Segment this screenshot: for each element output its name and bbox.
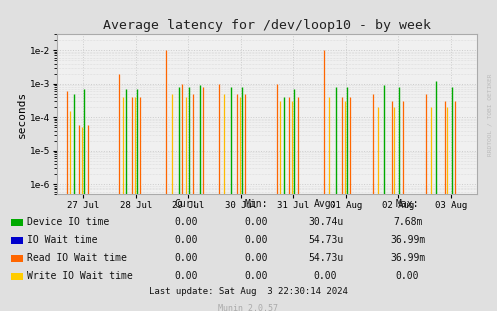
Text: 54.73u: 54.73u xyxy=(308,235,343,245)
Text: 54.73u: 54.73u xyxy=(308,253,343,263)
Text: Max:: Max: xyxy=(396,199,419,209)
Text: Last update: Sat Aug  3 22:30:14 2024: Last update: Sat Aug 3 22:30:14 2024 xyxy=(149,287,348,296)
Text: Min:: Min: xyxy=(244,199,268,209)
Text: 30.74u: 30.74u xyxy=(308,217,343,227)
Text: Read IO Wait time: Read IO Wait time xyxy=(27,253,127,263)
Text: Cur:: Cur: xyxy=(174,199,198,209)
Text: Munin 2.0.57: Munin 2.0.57 xyxy=(219,304,278,311)
Text: 0.00: 0.00 xyxy=(244,217,268,227)
Text: Avg:: Avg: xyxy=(314,199,337,209)
Text: 0.00: 0.00 xyxy=(174,235,198,245)
Text: 0.00: 0.00 xyxy=(396,272,419,281)
Text: IO Wait time: IO Wait time xyxy=(27,235,98,245)
Y-axis label: seconds: seconds xyxy=(17,91,27,138)
Text: 7.68m: 7.68m xyxy=(393,217,422,227)
Text: 0.00: 0.00 xyxy=(174,253,198,263)
Text: 0.00: 0.00 xyxy=(314,272,337,281)
Text: 0.00: 0.00 xyxy=(244,235,268,245)
Text: 0.00: 0.00 xyxy=(244,253,268,263)
Text: 0.00: 0.00 xyxy=(244,272,268,281)
Text: RRDTOOL / TOBI OETIKER: RRDTOOL / TOBI OETIKER xyxy=(487,74,492,156)
Text: 36.99m: 36.99m xyxy=(390,235,425,245)
Title: Average latency for /dev/loop10 - by week: Average latency for /dev/loop10 - by wee… xyxy=(103,19,431,32)
Text: Device IO time: Device IO time xyxy=(27,217,109,227)
Text: 0.00: 0.00 xyxy=(174,217,198,227)
Text: 0.00: 0.00 xyxy=(174,272,198,281)
Text: 36.99m: 36.99m xyxy=(390,253,425,263)
Text: Write IO Wait time: Write IO Wait time xyxy=(27,272,133,281)
